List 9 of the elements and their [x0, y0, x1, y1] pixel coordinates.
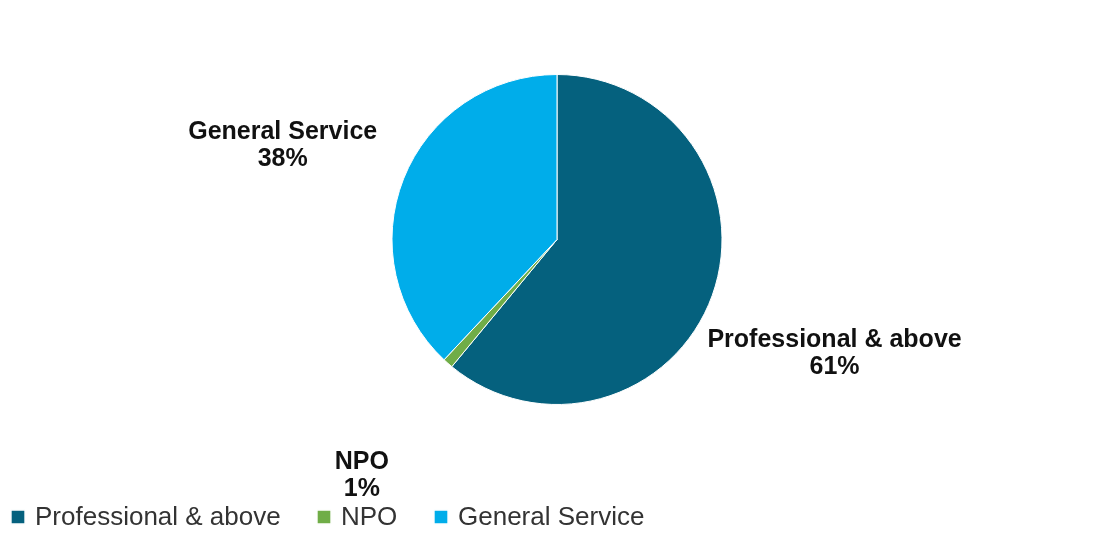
- legend-label: General Service: [458, 501, 645, 531]
- data-label: 1%: [343, 472, 380, 501]
- category-label: NPO: [334, 445, 390, 474]
- data-label: 61%: [809, 351, 860, 380]
- slice-label: General Service: [188, 115, 378, 144]
- data-label: 38%: [257, 142, 308, 171]
- slice-label: Professional & above: [707, 324, 962, 353]
- legend-label: NPO: [341, 501, 398, 531]
- legend-label: Professional & above: [35, 501, 281, 531]
